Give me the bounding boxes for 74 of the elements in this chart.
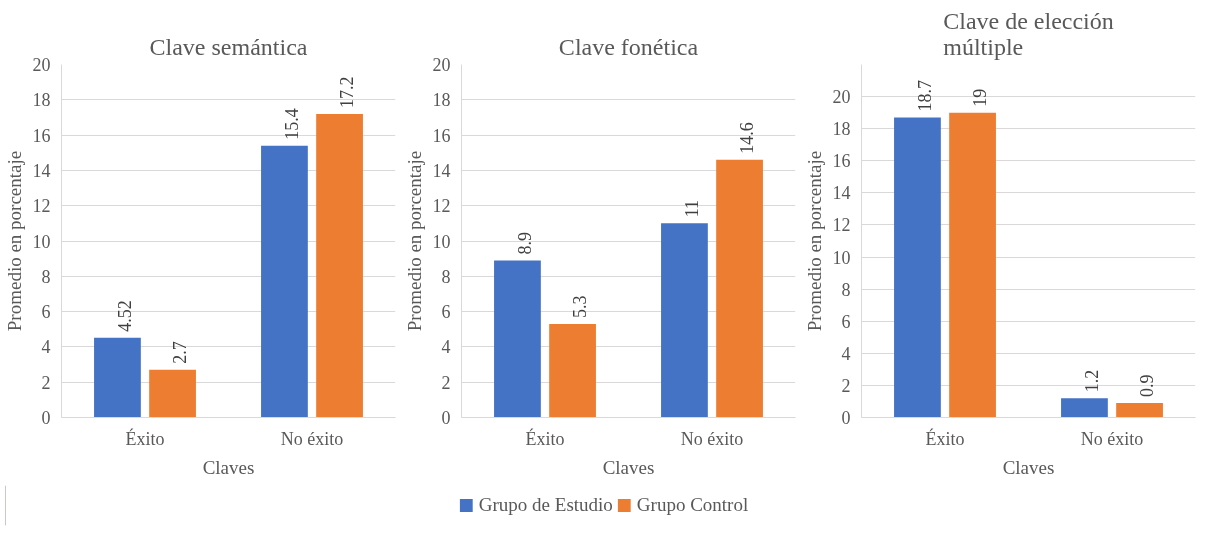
x-tick-label: No éxito — [1080, 428, 1144, 449]
y-tick-label: 8 — [41, 266, 51, 287]
y-tick-label: 2 — [41, 372, 51, 393]
y-tick-label: 20 — [432, 55, 451, 75]
y-tick-label: 20 — [832, 87, 851, 108]
bar — [949, 112, 996, 418]
bar — [661, 223, 708, 418]
data-label: 15.4 — [281, 108, 302, 140]
bar — [261, 145, 308, 418]
data-label: 5.3 — [570, 295, 591, 318]
y-tick-label: 16 — [32, 125, 51, 146]
y-tick-label: 2 — [841, 375, 851, 396]
data-label: 0.9 — [1137, 374, 1158, 398]
bar — [94, 337, 141, 418]
y-tick-label: 18 — [32, 90, 51, 111]
y-tick-label: 14 — [432, 160, 451, 181]
y-tick-label: 12 — [832, 215, 851, 236]
y-tick-label: 6 — [841, 311, 851, 332]
bar — [1061, 398, 1108, 418]
x-tick-label: No éxito — [280, 428, 344, 449]
chart-title: Clave fonética — [558, 33, 699, 60]
data-label: 17.2 — [337, 76, 358, 108]
x-tick-label: No éxito — [680, 428, 744, 449]
y-axis-title: Promedio en porcentaje — [3, 150, 25, 332]
y-tick-label: 10 — [832, 247, 851, 268]
y-tick-label: 8 — [441, 266, 451, 287]
data-label: 19 — [970, 88, 991, 107]
data-label: 18.7 — [914, 79, 935, 112]
y-tick-label: 0 — [441, 408, 451, 428]
x-axis-title: Claves — [202, 456, 255, 478]
y-tick-label: 4 — [441, 337, 451, 358]
y-tick-label: 18 — [432, 90, 451, 111]
y-tick-label: 2 — [441, 372, 451, 393]
y-tick-label: 6 — [41, 302, 51, 323]
bar — [149, 369, 196, 418]
bar — [716, 159, 763, 418]
y-tick-label: 10 — [32, 231, 51, 252]
bar — [494, 260, 541, 418]
y-tick-label: 16 — [832, 151, 851, 172]
y-tick-label: 16 — [432, 125, 451, 146]
y-tick-label: 0 — [841, 408, 851, 428]
x-tick-label: Éxito — [525, 427, 565, 449]
x-tick-label: Éxito — [125, 427, 165, 449]
y-axis-title: Promedio en porcentaje — [403, 150, 425, 332]
data-label: 11 — [681, 200, 702, 218]
bar — [1116, 403, 1163, 418]
x-axis-title: Claves — [1002, 456, 1055, 478]
chart-title: Clave de elección múltiple — [943, 7, 1114, 60]
y-tick-label: 4 — [841, 343, 851, 364]
legend-label: Grupo de Estudio — [478, 494, 613, 516]
chart-title: Clave semántica — [149, 33, 308, 60]
bar — [894, 117, 941, 418]
y-tick-label: 20 — [32, 55, 51, 75]
y-tick-label: 18 — [832, 119, 851, 140]
data-label: 14.6 — [737, 122, 758, 154]
y-tick-label: 14 — [32, 160, 51, 181]
data-label: 8.9 — [514, 231, 535, 255]
data-label: 4.52 — [114, 300, 135, 332]
y-tick-label: 4 — [41, 337, 51, 358]
y-tick-label: 8 — [841, 279, 851, 300]
y-tick-label: 12 — [32, 196, 51, 217]
bar — [316, 113, 363, 418]
x-axis-title: Claves — [602, 456, 655, 478]
y-tick-label: 6 — [441, 302, 451, 323]
y-tick-label: 0 — [41, 408, 51, 428]
bar — [549, 323, 596, 418]
y-tick-label: 10 — [432, 231, 451, 252]
y-tick-label: 12 — [432, 196, 451, 217]
data-label: 1.2 — [1081, 369, 1102, 393]
data-label: 2.7 — [170, 341, 191, 364]
legend-label: Grupo Control — [636, 494, 749, 516]
x-tick-label: Éxito — [925, 427, 965, 449]
y-tick-label: 14 — [832, 183, 851, 204]
y-axis-title: Promedio en porcentaje — [803, 150, 825, 332]
